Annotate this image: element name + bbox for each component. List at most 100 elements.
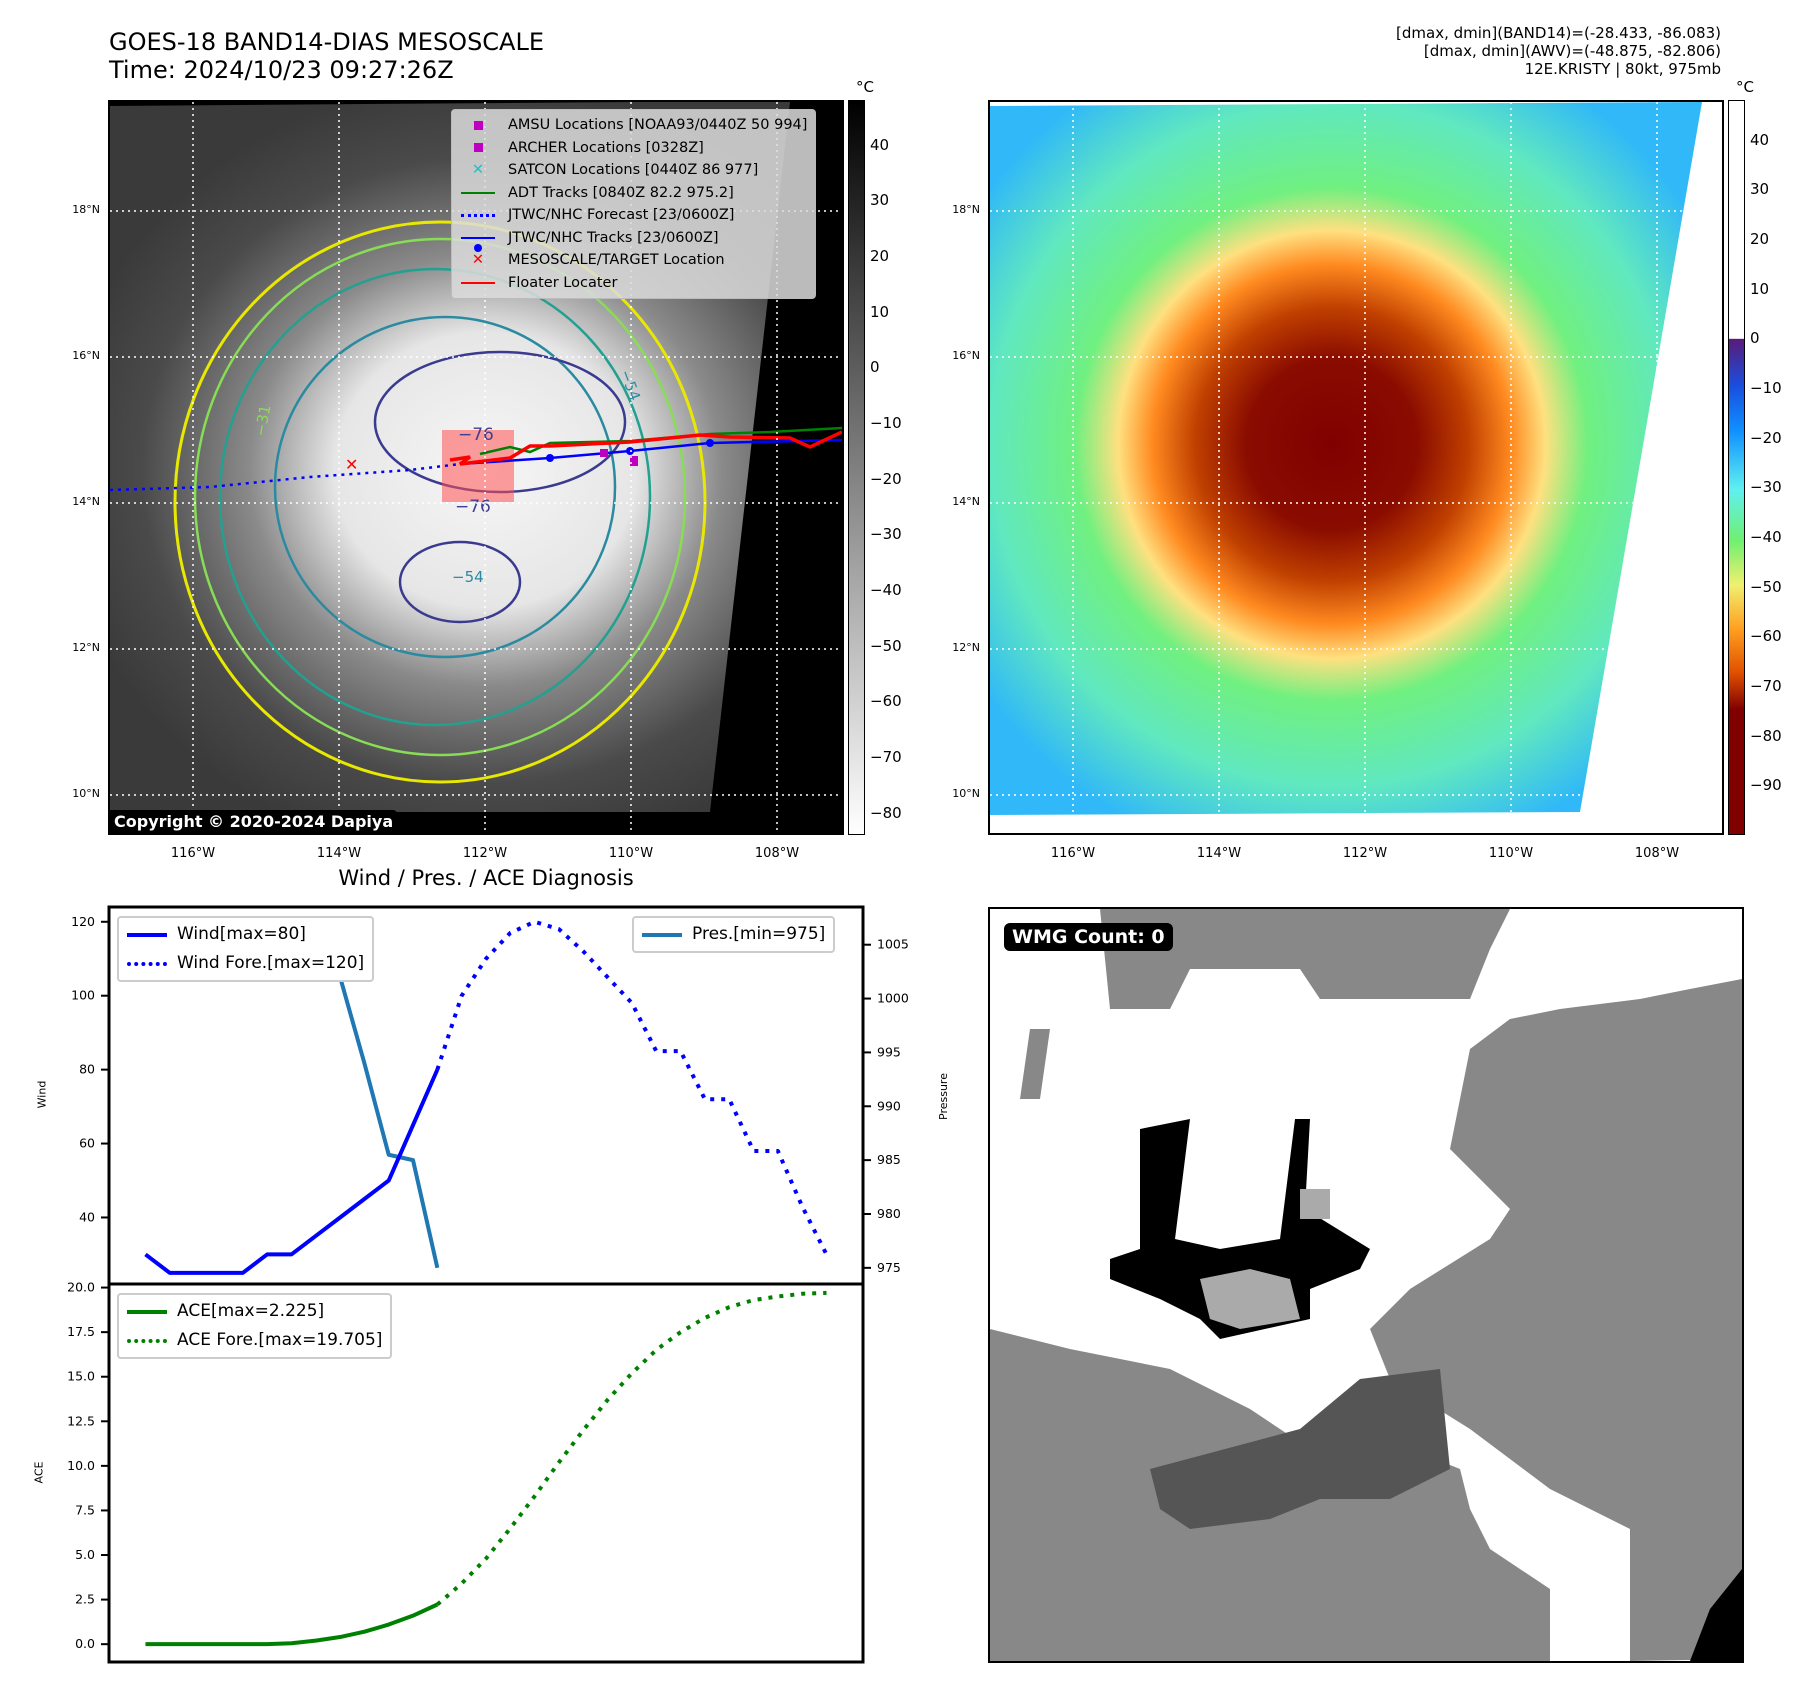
x-icon: ✕ [471, 162, 485, 178]
lat-label: 16°N [72, 349, 100, 362]
legend-amsu: AMSU Locations [NOAA93/0440Z 50 994] [458, 114, 807, 137]
ace-axes-frame [107, 1282, 865, 1664]
lon-label: 112°W [1342, 846, 1388, 861]
legend-wind: Wind[max=80] [177, 924, 306, 944]
colorbar-tick: −20 [870, 469, 902, 488]
figure-title: GOES-18 BAND14-DIAS MESOSCALE Time: 2024/… [109, 28, 544, 84]
lon-label: 108°W [1634, 846, 1680, 861]
contour-label: −76 [455, 497, 491, 517]
adt-track [479, 426, 842, 456]
line-icon [458, 281, 498, 284]
legend-wind-forecast: Wind Fore.[max=120] [177, 953, 365, 973]
lon-label: 110°W [1488, 846, 1534, 861]
y-tick-label: 80 [79, 1062, 95, 1077]
colorbar-tick: −40 [870, 581, 902, 599]
y-tick-label: 120 [71, 914, 95, 929]
contour-label: −54 [452, 568, 484, 586]
pressure-legend: Pres.[min=975] [632, 916, 836, 953]
contour-label: −31 [251, 403, 274, 437]
satellite-swath [990, 102, 1702, 815]
y-tick-label: 2.5 [75, 1592, 95, 1607]
awv-map [988, 100, 1724, 835]
lat-label: 14°N [72, 495, 100, 508]
legend-archer: ARCHER Locations [0328Z] [458, 137, 807, 160]
archer-marker [630, 456, 638, 466]
ace-line [145, 1602, 439, 1647]
contour-lightgreen [193, 237, 687, 757]
y-tick-label: 40 [79, 1209, 95, 1224]
legend-pressure: Pres.[min=975] [692, 924, 826, 944]
lat-label: 18°N [72, 203, 100, 216]
target-box [442, 430, 514, 502]
legend-ace-forecast: ACE Fore.[max=19.705] [177, 1330, 383, 1350]
legend-jtwc-tracks: JTWC/NHC Tracks [23/0600Z] [458, 227, 807, 252]
diagnosis-title: Wind / Pres. / ACE Diagnosis [338, 866, 634, 890]
y-tick-label: 990 [877, 1098, 901, 1113]
colorbar-tick: −30 [870, 525, 902, 544]
wind-axis-label: Wind [35, 1080, 49, 1109]
legend-satcon: ✕ SATCON Locations [0440Z 86 977] [458, 159, 807, 182]
title-line-1: GOES-18 BAND14-DIAS MESOSCALE [109, 28, 545, 56]
colorbar-tick: −20 [1750, 428, 1782, 447]
legend-mesoscale: ✕ MESOSCALE/TARGET Location [458, 249, 807, 272]
colorbar-tick: −10 [1750, 379, 1782, 398]
colorbar-tick: −60 [1750, 627, 1782, 646]
wmg-grid [990, 909, 1742, 1661]
pressure-axis-label: Pressure [936, 1073, 950, 1120]
colorbar-tick: 0 [1750, 329, 1760, 348]
wmg-darkgray-region [1150, 1369, 1450, 1529]
storm-id: 12E.KRISTY | 80kt, 975mb [1524, 60, 1721, 78]
y-tick-label: 60 [79, 1136, 95, 1151]
awv-range: [dmax, dmin](AWV)=(-48.875, -82.806) [1423, 42, 1721, 60]
lon-label: 108°W [754, 846, 800, 861]
graticule [990, 102, 1722, 833]
wind-legend: Wind[max=80] Wind Fore.[max=120] [117, 916, 375, 982]
y-tick-label: 15.0 [67, 1369, 95, 1384]
band14-range: [dmax, dmin](BAND14)=(-28.433, -86.083) [1396, 24, 1721, 42]
legend-floater: Floater Locater [458, 272, 807, 295]
y-tick-label: 20.0 [67, 1280, 95, 1295]
y-tick-label: 985 [877, 1152, 901, 1167]
colorbar-tick: 0 [870, 358, 880, 377]
wmg-gray-region [990, 909, 1742, 1661]
contour-teal-inner [273, 315, 617, 659]
colorbar-tick: 10 [1750, 279, 1770, 298]
lat-label: 18°N [952, 203, 980, 216]
line-icon [642, 932, 682, 937]
colorbar-tick: 40 [870, 135, 890, 154]
contour-label: −76 [458, 425, 494, 445]
colorbar-tick: −50 [870, 636, 902, 655]
y-tick-label: 5.0 [75, 1547, 95, 1562]
wind-forecast-line [435, 919, 829, 1256]
storm-info: [dmax, dmin](BAND14)=(-28.433, -86.083) … [1396, 24, 1721, 78]
colorbar-unit: °C [856, 78, 874, 96]
x-icon: ✕ [471, 252, 485, 268]
wind-line [144, 1068, 440, 1275]
lat-label: 10°N [952, 787, 980, 800]
y-tick-label: 1000 [877, 991, 909, 1006]
y-tick-label: 975 [877, 1260, 901, 1275]
ace-forecast-line [436, 1290, 827, 1607]
square-icon [458, 120, 498, 130]
line-icon [458, 191, 498, 194]
dotted-line-icon [127, 961, 167, 966]
mesoscale-target-marker: ✕ [345, 455, 358, 474]
y-tick-label: 7.5 [75, 1502, 95, 1517]
colorbar-tick: −50 [1750, 577, 1782, 596]
colorbar-tick: 40 [1750, 130, 1770, 149]
y-tick-label: 12.5 [67, 1413, 95, 1428]
copyright: Copyright © 2020-2024 Dapiya [110, 810, 398, 833]
lon-label: 114°W [316, 846, 362, 861]
colorbar-tick: 30 [1750, 180, 1770, 199]
lat-label: 12°N [72, 641, 100, 654]
colorbar-tick: −80 [870, 803, 902, 822]
legend-forecast: JTWC/NHC Forecast [23/0600Z] [458, 204, 807, 227]
awv-imagery [990, 102, 1722, 833]
ace-axis-label: ACE [32, 1461, 46, 1484]
wmg-lightgray-region [1200, 1189, 1330, 1329]
lon-label: 116°W [1050, 846, 1096, 861]
y-tick-label: 995 [877, 1044, 901, 1059]
amsu-marker [600, 449, 608, 457]
ace-legend: ACE[max=2.225] ACE Fore.[max=19.705] [117, 1293, 393, 1359]
y-tick-label: 10.0 [67, 1458, 95, 1473]
